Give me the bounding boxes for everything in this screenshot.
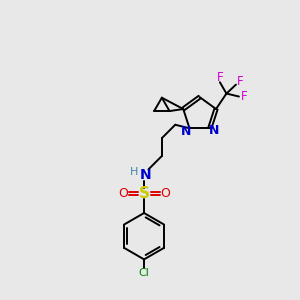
Text: N: N (181, 125, 191, 138)
Text: N: N (209, 124, 219, 137)
Text: F: F (237, 75, 244, 88)
Text: F: F (241, 90, 247, 103)
Text: Cl: Cl (139, 268, 149, 278)
Text: O: O (118, 187, 128, 200)
Text: F: F (217, 71, 223, 84)
Text: H: H (130, 167, 139, 177)
Text: S: S (139, 186, 150, 201)
Text: N: N (140, 168, 152, 182)
Text: O: O (160, 187, 170, 200)
